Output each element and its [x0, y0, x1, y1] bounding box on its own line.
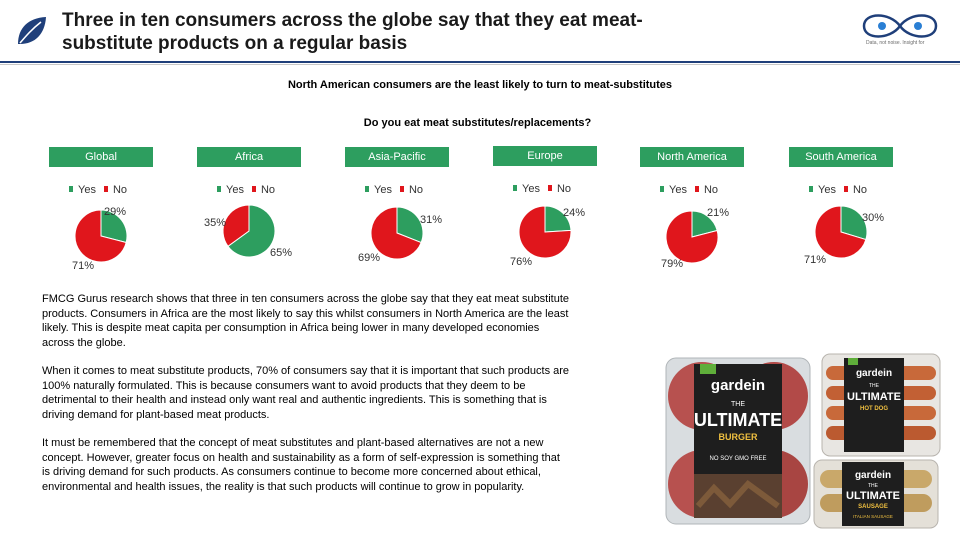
- body-paragraph-3: It must be remembered that the concept o…: [42, 437, 560, 493]
- pie-slice-yes-north-america: [691, 210, 718, 238]
- region-header-asia-pacific: Asia-Pacific: [345, 147, 449, 167]
- svg-text:ULTIMATE: ULTIMATE: [846, 490, 900, 502]
- brand-tagline: Data, not noise. Insight for: [866, 40, 925, 46]
- pie-label-no-global: 71%: [72, 260, 95, 272]
- pie-label-no-south-america: 71%: [804, 254, 827, 266]
- pie-slice-no-europe: [518, 205, 572, 259]
- pie-chart-africa: [222, 204, 276, 258]
- legend-label-no: No: [852, 184, 868, 196]
- pie-chart-south-america: [814, 205, 868, 259]
- pie-legend-europe: Yes No: [513, 183, 571, 195]
- legend-swatch-yes: [69, 186, 73, 192]
- svg-text:ITALIAN SAUSAGE: ITALIAN SAUSAGE: [853, 514, 893, 519]
- svg-text:THE: THE: [869, 383, 880, 389]
- gardein-hotdog-package-image: gardein THE ULTIMATE HOT DOG: [821, 353, 941, 457]
- pie-legend-north-america: Yes No: [660, 184, 718, 196]
- header-rule-thin: [0, 64, 960, 65]
- legend-label-yes: Yes: [374, 184, 392, 196]
- pie-legend-africa: Yes No: [217, 184, 275, 196]
- svg-text:SAUSAGE: SAUSAGE: [858, 504, 888, 510]
- gardein-sausage-package-image: gardein THE ULTIMATE SAUSAGE ITALIAN SAU…: [813, 459, 939, 529]
- legend-label-no: No: [703, 184, 719, 196]
- pie-slice-no-north-america: [665, 210, 719, 264]
- svg-text:ULTIMATE: ULTIMATE: [847, 391, 901, 403]
- pie-slice-yes-asia-pacific: [396, 206, 424, 244]
- pie-slice-yes-africa: [227, 204, 276, 258]
- pie-label-no-africa: 35%: [204, 217, 227, 229]
- region-header-south-america: South America: [789, 147, 893, 167]
- pie-chart-north-america: [665, 210, 719, 264]
- legend-swatch-no: [251, 186, 256, 192]
- pie-slice-yes-europe: [544, 205, 572, 233]
- pie-chart-global: [74, 209, 128, 263]
- pie-slice-yes-south-america: [840, 205, 868, 241]
- pie-label-yes-africa: 65%: [270, 247, 293, 259]
- header-rule: [0, 61, 960, 63]
- svg-text:ULTIMATE: ULTIMATE: [694, 410, 782, 430]
- legend-swatch-no: [547, 185, 552, 191]
- body-paragraph-1: FMCG Gurus research shows that three in …: [42, 293, 570, 349]
- pie-label-no-europe: 76%: [510, 256, 533, 268]
- pie-label-no-north-america: 79%: [661, 258, 684, 270]
- pie-slice-no-asia-pacific: [370, 206, 422, 260]
- pie-label-yes-asia-pacific: 31%: [420, 214, 443, 226]
- pie-label-yes-south-america: 30%: [862, 212, 885, 224]
- svg-text:NO SOY GMO FREE: NO SOY GMO FREE: [710, 456, 767, 462]
- legend-swatch-no: [694, 186, 699, 192]
- legend-swatch-yes: [217, 186, 221, 192]
- legend-swatch-no: [843, 186, 848, 192]
- pie-label-yes-europe: 24%: [563, 207, 586, 219]
- leaf-logo-icon: [18, 17, 46, 44]
- page-title: Three in ten consumers across the globe …: [62, 10, 643, 54]
- pie-slice-no-africa: [222, 204, 250, 247]
- legend-label-yes: Yes: [226, 184, 244, 196]
- region-header-africa: Africa: [197, 147, 301, 167]
- svg-text:gardein: gardein: [711, 377, 765, 394]
- legend-swatch-yes: [809, 186, 813, 192]
- legend-label-yes: Yes: [522, 183, 540, 195]
- legend-label-no: No: [260, 184, 276, 196]
- legend-label-yes: Yes: [78, 184, 96, 196]
- region-header-north-america: North America: [640, 147, 744, 167]
- svg-text:gardein: gardein: [855, 470, 891, 481]
- gardein-burger-package-image: gardein THE ULTIMATE BURGER NO SOY GMO F…: [665, 357, 811, 525]
- svg-text:THE: THE: [868, 483, 879, 489]
- pie-chart-asia-pacific: [370, 206, 424, 260]
- pie-legend-south-america: Yes No: [809, 184, 867, 196]
- pie-label-no-asia-pacific: 69%: [358, 252, 381, 264]
- svg-text:BURGER: BURGER: [718, 432, 758, 442]
- legend-swatch-yes: [365, 186, 369, 192]
- pie-slice-yes-global: [100, 209, 128, 244]
- pie-legend-global: Yes No: [69, 184, 127, 196]
- legend-label-no: No: [408, 184, 424, 196]
- legend-label-no: No: [112, 184, 128, 196]
- region-header-global: Global: [49, 147, 153, 167]
- svg-text:THE: THE: [731, 401, 745, 408]
- legend-swatch-yes: [513, 185, 517, 191]
- body-paragraph-2: When it comes to meat substitute product…: [42, 365, 570, 421]
- legend-swatch-no: [103, 186, 108, 192]
- pie-label-yes-north-america: 21%: [707, 207, 730, 219]
- region-header-europe: Europe: [493, 146, 597, 166]
- pie-slice-no-south-america: [814, 205, 867, 259]
- pie-chart-europe: [518, 205, 572, 259]
- svg-text:HOT DOG: HOT DOG: [860, 406, 888, 412]
- svg-text:gardein: gardein: [856, 368, 892, 379]
- brand-logo: [862, 14, 938, 38]
- survey-question: Do you eat meat substitutes/replacements…: [363, 117, 592, 129]
- legend-label-no: No: [556, 183, 572, 195]
- legend-swatch-no: [399, 186, 404, 192]
- chart-subtitle: North American consumers are the least l…: [287, 79, 673, 91]
- pie-legend-asia-pacific: Yes No: [365, 184, 423, 196]
- legend-swatch-yes: [660, 186, 664, 192]
- legend-label-yes: Yes: [669, 184, 687, 196]
- pie-label-yes-global: 29%: [104, 206, 127, 218]
- legend-label-yes: Yes: [818, 184, 836, 196]
- pie-slice-no-global: [74, 209, 127, 263]
